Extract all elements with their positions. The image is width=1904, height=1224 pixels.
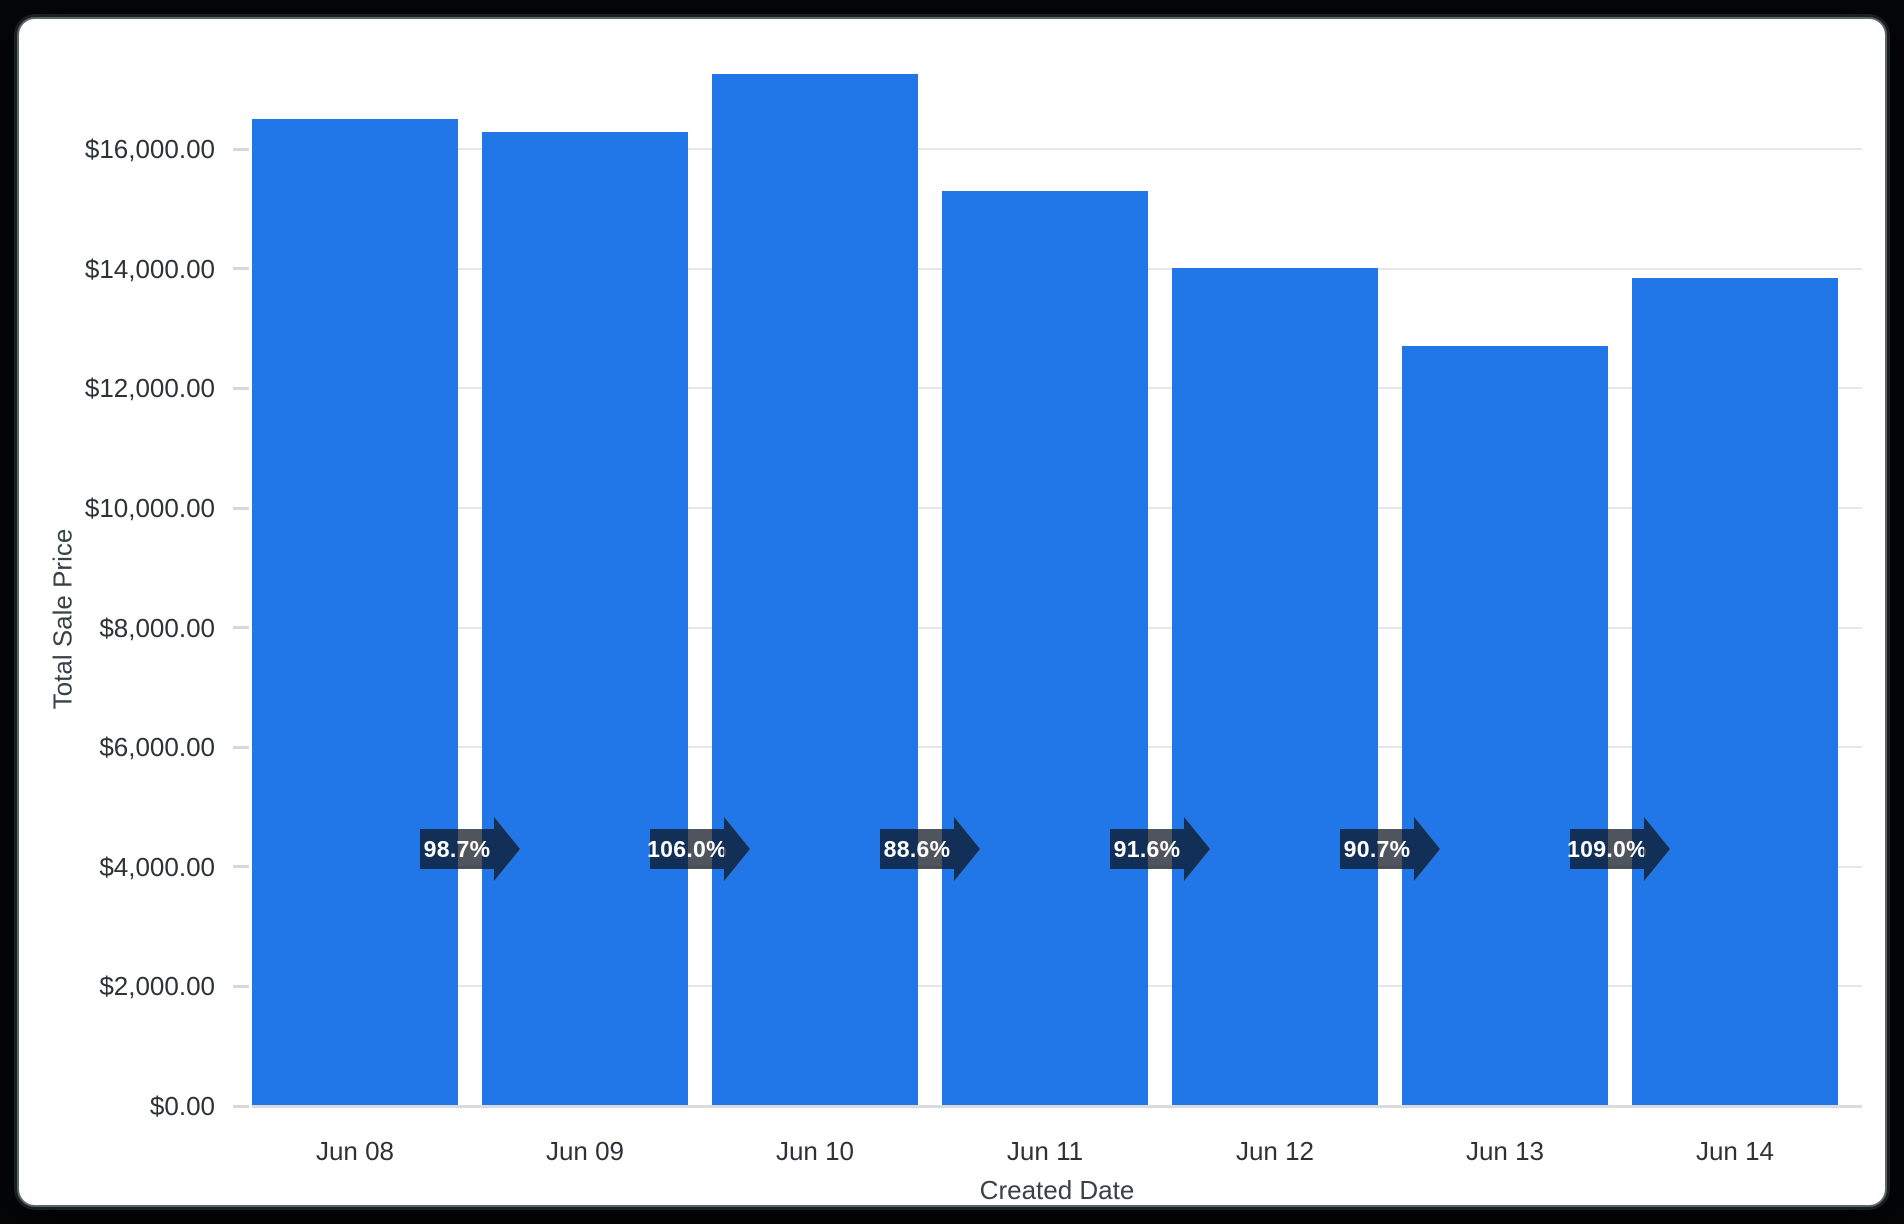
- percent-change-marker: 91.6%: [1110, 817, 1210, 882]
- x-tick-label: Jun 09: [545, 1136, 625, 1166]
- x-tick-label: Jun 13: [1465, 1136, 1545, 1166]
- y-tick-label: $4,000.00: [99, 851, 215, 882]
- percent-change-label: 98.7%: [423, 835, 491, 862]
- percent-change-rect: 109.0%: [1567, 829, 1647, 870]
- x-tick-label: Jun 14: [1695, 1136, 1775, 1166]
- y-tick-label: $10,000.00: [84, 493, 215, 523]
- y-tick-label: $2,000.00: [99, 971, 215, 1002]
- percent-change-rect: 90.7%: [1340, 829, 1414, 870]
- bar[interactable]: [712, 73, 918, 1106]
- arrow-right-icon: [954, 817, 980, 882]
- bar[interactable]: [1632, 277, 1838, 1106]
- bar[interactable]: [1402, 346, 1608, 1106]
- percent-change-label: 88.6%: [883, 835, 951, 862]
- x-tick-label: Jun 11: [1006, 1136, 1084, 1166]
- bar[interactable]: [482, 132, 688, 1106]
- arrow-right-icon: [1184, 817, 1210, 882]
- y-tick-label: $8,000.00: [99, 612, 215, 643]
- x-tick-label: Jun 10: [775, 1136, 855, 1166]
- percent-change-marker: 109.0%: [1567, 817, 1670, 882]
- y-tick-label: $0.00: [149, 1091, 215, 1121]
- y-tick-label: $12,000.00: [84, 373, 215, 404]
- x-tick-label: Jun 12: [1235, 1136, 1315, 1166]
- percent-change-rect: 98.7%: [420, 829, 494, 870]
- y-tick-mark: [233, 147, 249, 151]
- percent-change-marker: 90.7%: [1340, 817, 1440, 882]
- percent-change-label: 91.6%: [1113, 835, 1181, 862]
- plot-area: Total Sale Price Created Date $0.00 $2,00…: [19, 19, 1885, 1205]
- bar[interactable]: [942, 191, 1148, 1106]
- percent-change-marker: 98.7%: [420, 817, 520, 882]
- x-axis-line: [252, 1105, 1862, 1108]
- bar[interactable]: [252, 119, 458, 1106]
- percent-change-label: 90.7%: [1343, 835, 1411, 862]
- percent-change-label: 106.0%: [647, 835, 727, 862]
- y-tick-mark: [233, 506, 249, 510]
- percent-change-rect: 91.6%: [1110, 829, 1184, 870]
- x-tick-label: Jun 08: [315, 1136, 395, 1166]
- arrow-right-icon: [494, 817, 520, 882]
- percent-change-rect: 106.0%: [647, 829, 727, 870]
- percent-change-marker: 106.0%: [647, 817, 750, 882]
- y-tick-label: $6,000.00: [99, 732, 215, 763]
- arrow-right-icon: [724, 817, 750, 882]
- percent-change-marker: 88.6%: [880, 817, 980, 882]
- y-tick-mark: [233, 386, 249, 390]
- y-tick-mark: [233, 267, 249, 271]
- x-axis-title: Created Date: [979, 1175, 1135, 1205]
- arrow-right-icon: [1644, 817, 1670, 882]
- gridline: [252, 148, 1862, 151]
- y-tick-label: $14,000.00: [84, 253, 215, 284]
- percent-change-label: 109.0%: [1567, 835, 1647, 862]
- y-tick-mark: [233, 984, 249, 988]
- bar[interactable]: [1172, 268, 1378, 1106]
- y-tick-mark: [233, 745, 249, 749]
- y-tick-mark: [233, 865, 249, 869]
- y-tick-mark: [233, 626, 249, 630]
- y-tick-mark: [233, 1104, 249, 1108]
- chart-card: Total Sale Price Created Date $0.00 $2,00…: [17, 17, 1887, 1207]
- arrow-right-icon: [1414, 817, 1440, 882]
- percent-change-rect: 88.6%: [880, 829, 954, 870]
- y-tick-label: $16,000.00: [84, 134, 215, 165]
